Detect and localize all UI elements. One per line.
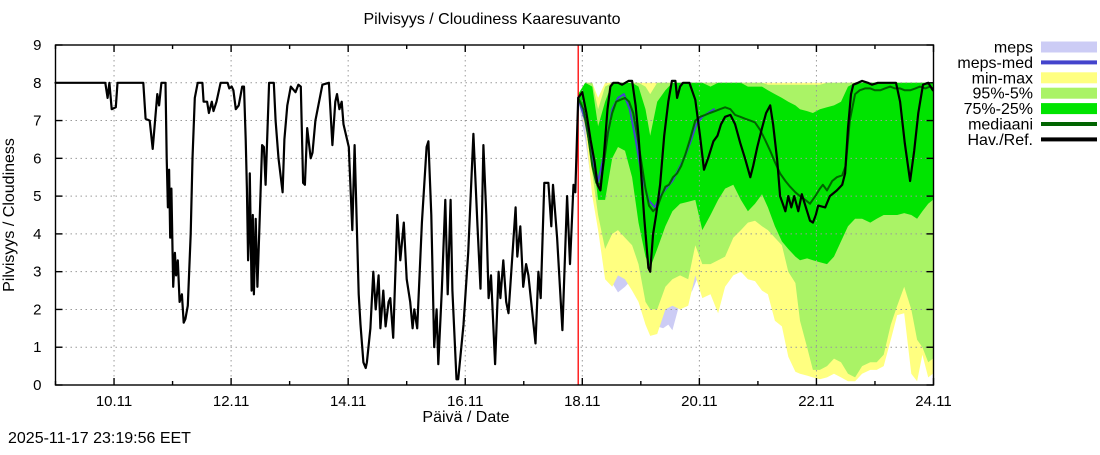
y-tick-label: 1	[33, 339, 41, 356]
y-tick-label: 7	[33, 113, 41, 130]
legend: mepsmeps-medmin-max95%-5%75%-25%mediaani…	[957, 40, 1097, 149]
timestamp-footer: 2025-11-17 23:19:56 EET	[8, 430, 191, 447]
y-tick-label: 2	[33, 301, 41, 318]
legend-swatch	[1041, 87, 1097, 99]
legend-swatch	[1041, 72, 1097, 84]
x-tick-label: 10.11	[96, 393, 132, 410]
y-axis-label: Pilvisyys / Cloudiness	[1, 138, 18, 292]
x-tick-label: 24.11	[915, 393, 951, 410]
x-tick-label: 16.11	[447, 393, 483, 410]
x-tick-label: 18.11	[564, 393, 600, 410]
legend-item-hav-ref-: Hav./Ref.	[968, 132, 1097, 149]
tick-labels: 0 1 2 3 4 5 6 7 8 9 10.11 12.11 14.11 16.11 18.11 20.11…	[33, 37, 952, 410]
legend-swatch	[1041, 60, 1097, 65]
y-tick-label: 5	[33, 188, 41, 205]
y-tick-label: 0	[33, 377, 41, 394]
legend-label: meps	[994, 40, 1033, 57]
band-75-25	[578, 82, 933, 268]
plot-border	[54, 44, 935, 386]
y-tick-label: 9	[33, 37, 41, 54]
median-line	[577, 85, 934, 213]
legend-label: Hav./Ref.	[968, 132, 1034, 149]
legend-swatch	[1041, 103, 1097, 115]
y-tick-label: 6	[33, 150, 41, 167]
y-tick-label: 4	[33, 226, 41, 243]
chart-title: Pilvisyys / Cloudiness Kaaresuvanto	[363, 11, 620, 28]
legend-swatch	[1041, 41, 1097, 53]
legend-item-meps: meps	[994, 40, 1097, 57]
x-tick-label: 14.11	[330, 393, 366, 410]
plot-layers: 0 1 2 3 4 5 6 7 8 9 10.11 12.11 14.11 16.11 18.11 20.11…	[33, 37, 952, 410]
y-tick-label: 3	[33, 264, 41, 281]
x-tick-label: 22.11	[798, 393, 834, 410]
legend-label: mediaani	[968, 117, 1033, 134]
legend-swatch	[1041, 122, 1097, 126]
legend-item-min-max: min-max	[972, 70, 1097, 87]
legend-swatch	[1041, 137, 1097, 142]
legend-item-75-25-: 75%-25%	[964, 101, 1097, 118]
legend-label: 75%-25%	[964, 101, 1033, 118]
y-tick-label: 8	[33, 75, 41, 92]
legend-item-meps-med: meps-med	[957, 55, 1097, 72]
legend-item-mediaani: mediaani	[968, 117, 1097, 134]
legend-label: 95%-5%	[973, 86, 1033, 103]
legend-item-95-5-: 95%-5%	[973, 86, 1097, 103]
axis-ticks	[54, 44, 935, 386]
legend-label: meps-med	[957, 55, 1033, 72]
x-tick-label: 12.11	[213, 393, 249, 410]
observation-reference-line	[54, 79, 934, 381]
x-axis-label: Päivä / Date	[422, 409, 509, 426]
x-tick-label: 20.11	[681, 393, 717, 410]
legend-label: min-max	[972, 70, 1033, 87]
